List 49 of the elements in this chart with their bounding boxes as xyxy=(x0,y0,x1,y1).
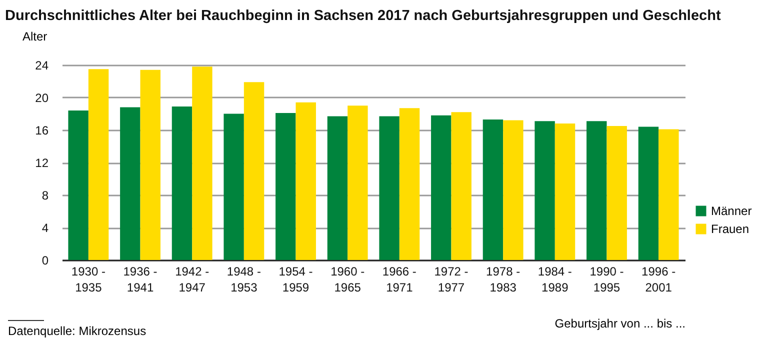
bar xyxy=(534,121,555,260)
bar xyxy=(399,108,420,260)
bar xyxy=(431,115,452,260)
bar xyxy=(296,102,316,260)
y-tick-label: 24 xyxy=(35,58,49,72)
x-tick-label: 1948 - 1953 xyxy=(226,264,261,294)
x-tick-label: 1996 - 2001 xyxy=(642,264,676,294)
x-tick-label: 1960 - 1965 xyxy=(330,264,365,294)
y-tick-label: 12 xyxy=(35,156,49,170)
bar xyxy=(224,114,244,260)
x-tick-label: 1930 - 1935 xyxy=(71,264,106,294)
x-tick-label: 1984 - 1989 xyxy=(538,264,572,294)
y-tick-label: 16 xyxy=(35,124,49,138)
bar xyxy=(120,107,140,260)
bar xyxy=(658,129,679,260)
x-tick-label: 1978 - 1983 xyxy=(486,264,520,294)
bar xyxy=(554,124,576,260)
y-tick-label: 0 xyxy=(42,254,49,268)
bar xyxy=(586,121,607,260)
bar xyxy=(244,82,264,260)
bar xyxy=(482,119,504,260)
bar xyxy=(379,116,400,260)
y-tick-label: 4 xyxy=(42,221,49,235)
legend-label: Männer xyxy=(711,204,752,218)
bar xyxy=(172,106,192,260)
chart-title: Durchschnittliches Alter bei Rauchbeginn in Sachsen 2017 nach Geburtsjahresgruppen und Geschlecht xyxy=(5,8,721,24)
bar xyxy=(276,112,296,260)
bar xyxy=(606,126,627,260)
x-tick-label: 1990 - 1995 xyxy=(590,264,624,294)
bar xyxy=(638,126,659,260)
x-tick-label: 1936 - 1941 xyxy=(123,264,158,294)
y-tick-label: 8 xyxy=(42,188,49,202)
text: Datenquelle: Mikrozensus xyxy=(8,324,146,338)
bar xyxy=(503,120,524,260)
bar xyxy=(327,116,348,260)
y-axis-title: Alter xyxy=(22,30,48,44)
bar xyxy=(140,70,160,260)
x-axis-title: Geburtsjahr von ... bis ... xyxy=(554,316,686,330)
bar xyxy=(192,66,212,260)
bar xyxy=(348,106,368,260)
x-tick-label: 1972 - 1977 xyxy=(434,264,468,294)
bar xyxy=(451,112,472,260)
y-tick-label: 20 xyxy=(35,91,49,105)
x-tick-label: 1942 - 1947 xyxy=(175,264,210,294)
bar xyxy=(88,69,109,260)
x-tick-label: 1954 - 1959 xyxy=(278,264,313,294)
legend-label: Frauen xyxy=(711,222,750,236)
x-tick-label: 1966 - 1971 xyxy=(382,264,416,294)
bar xyxy=(68,110,88,260)
